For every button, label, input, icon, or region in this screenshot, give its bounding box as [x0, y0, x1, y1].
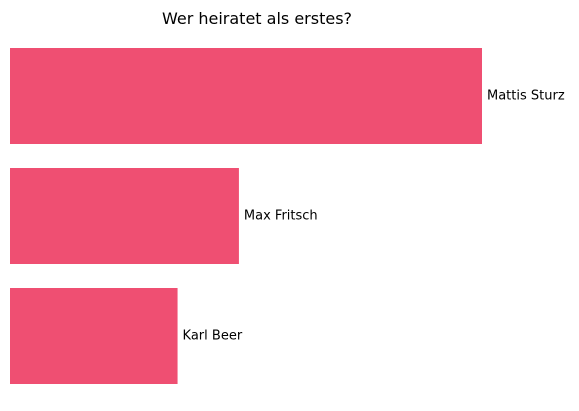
bar-label-mattis-sturz: Mattis Sturz: [487, 89, 565, 104]
bar-labels-group: Mattis Sturz Max Fritsch Karl Beer: [183, 89, 565, 344]
bars-group: [10, 48, 482, 384]
chart-title: Wer heiratet als erstes?: [162, 9, 352, 28]
bar-label-max-fritsch: Max Fritsch: [244, 209, 318, 224]
bar-label-karl-beer: Karl Beer: [183, 329, 243, 344]
bar-mattis-sturz: [10, 48, 482, 144]
bar-karl-beer: [10, 288, 178, 384]
bar-max-fritsch: [10, 168, 239, 264]
